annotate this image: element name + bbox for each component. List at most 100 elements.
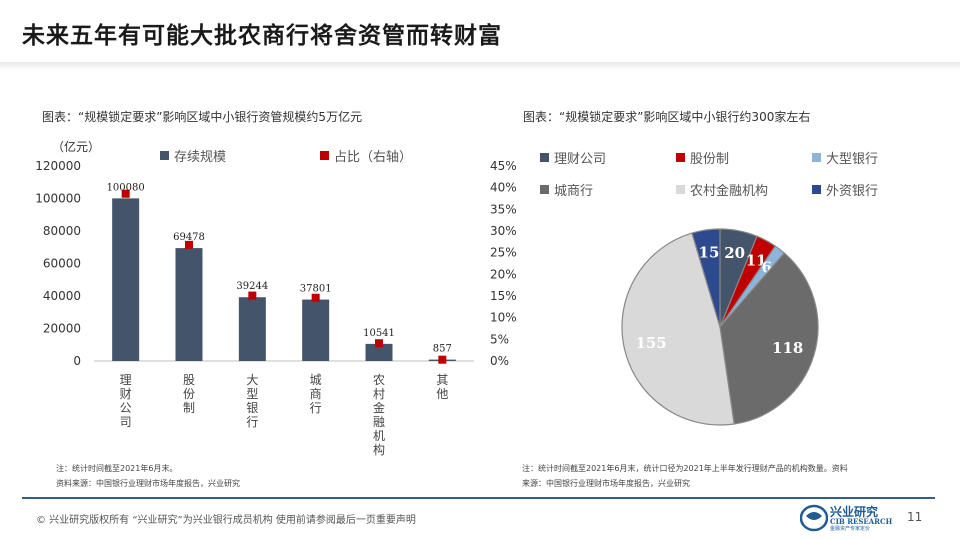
x-tick-label: 其: [436, 373, 448, 387]
page-title: 未来五年有可能大批农商行将舍资管而转财富: [22, 22, 502, 49]
x-tick-label: 融: [373, 415, 385, 429]
x-tick-label: 银: [246, 401, 258, 415]
x-tick-label: 型: [246, 387, 258, 401]
x-tick-label: 份: [183, 387, 195, 401]
data-label: 10541: [363, 328, 395, 339]
legend-swatch-bar: [160, 151, 169, 160]
pie-legend-label: 农村金融机构: [690, 184, 769, 199]
data-label: 100080: [107, 182, 145, 193]
left-notes: 注：统计时间截至2021年6月末。 资料来源：中国银行业理财市场年度报告，兴业研…: [56, 461, 240, 491]
y-tick-label: 20000: [43, 322, 81, 336]
ratio-marker: [185, 240, 193, 249]
y-tick-label: 120000: [35, 159, 81, 173]
pie-legend-swatch: [812, 153, 821, 162]
pie-legend-swatch: [540, 153, 549, 162]
right-notes: 注：统计时间截至2021年6月末，统计口径为2021年上半年发行理财产品的机构数…: [522, 461, 848, 491]
logo-text-en: CIB RESEARCH: [830, 517, 893, 526]
pie-legend-label: 外资银行: [826, 184, 879, 199]
bar: [238, 297, 266, 361]
footer-text: © 兴业研究版权所有 “兴业研究”为兴业银行成员机构 使用前请参阅最后一页重要声…: [36, 515, 416, 526]
pie-legend-swatch: [540, 185, 549, 194]
title-divider: [0, 62, 960, 70]
pie-legend-label: 大型银行: [826, 152, 879, 167]
logo-mark-icon: [800, 504, 828, 532]
ratio-marker: [311, 293, 320, 302]
pie-slice: [719, 252, 819, 425]
pie-data-label: 155: [635, 334, 666, 352]
x-tick-label: 农: [373, 373, 385, 387]
logo-text-cn: 兴业研究: [830, 505, 879, 519]
x-tick-label: 村: [373, 387, 385, 401]
logo-tagline: 金融资产专家定价: [830, 526, 871, 532]
x-tick-label: 构: [373, 442, 385, 457]
pie-data-label: 15: [699, 243, 720, 261]
legend-swatch-ratio: [320, 151, 329, 160]
ratio-marker: [121, 189, 130, 198]
bar: [175, 248, 203, 361]
x-tick-label: 行: [246, 415, 258, 429]
legend-label-bar: 存续规模: [174, 150, 227, 165]
y-tick-label: 0: [73, 354, 81, 368]
x-tick-label: 财: [120, 387, 132, 401]
pie-legend-swatch: [676, 153, 685, 162]
ratio-marker: [438, 355, 447, 364]
y2-tick-label: 25%: [490, 246, 517, 260]
y2-tick-label: 15%: [490, 289, 517, 303]
x-tick-label: 城: [310, 373, 322, 387]
pie-legend-item: 城商行: [540, 180, 593, 199]
bar: [112, 198, 140, 361]
x-tick-label: 股: [183, 373, 195, 387]
y2-tick-label: 0%: [490, 354, 509, 368]
x-tick-label: 行: [310, 401, 322, 415]
left-chart-unit: （亿元）: [52, 140, 101, 154]
data-label: 857: [433, 344, 452, 355]
y-tick-label: 100000: [35, 192, 81, 206]
pie-legend-label: 城商行: [554, 184, 594, 199]
y2-tick-label: 20%: [490, 267, 517, 281]
x-tick-label: 公: [120, 401, 132, 415]
pie-legend-item: 大型银行: [812, 148, 878, 167]
y2-tick-label: 30%: [490, 224, 517, 238]
left-chart-caption: 图表：“规模锁定要求”影响区域中小银行资管规模约5万亿元: [42, 110, 363, 124]
footer-divider: [22, 497, 935, 499]
y-tick-label: 80000: [43, 224, 81, 238]
data-label: 37801: [300, 284, 332, 295]
right-source-line: 来源：中国银行业理财市场年度报告，兴业研究: [522, 479, 690, 488]
y2-tick-label: 10%: [490, 311, 517, 325]
pie-data-label: 11: [746, 252, 767, 270]
y2-tick-label: 45%: [490, 159, 517, 173]
pie-chart: 20 116 118 155 15: [621, 228, 819, 426]
data-label: 39244: [236, 281, 268, 292]
pie-legend-item: 外资银行: [812, 180, 878, 199]
right-chart-caption: 图表：“规模锁定要求”影响区域中小银行约300家左右: [523, 110, 811, 124]
x-tick-label: 机: [373, 429, 385, 443]
pie-legend-item: 股份制: [676, 148, 729, 167]
x-tick-label: 大: [246, 373, 258, 387]
pie-legend-swatch: [812, 185, 821, 194]
pie-data-label: 6: [761, 258, 771, 276]
pie-legend-item: 理财公司: [540, 148, 606, 167]
bar: [365, 343, 393, 361]
cib-logo: 兴业研究 CIB RESEARCH 金融资产专家定价: [800, 503, 896, 533]
pie-data-label: 20: [724, 244, 745, 262]
pie-legend-label: 理财公司: [554, 152, 607, 167]
y2-tick-label: 40%: [490, 181, 517, 195]
x-tick-label: 他: [436, 387, 448, 401]
pie-legend-swatch: [676, 185, 685, 194]
x-tick-label: 商: [310, 386, 322, 401]
page-number: 11: [907, 510, 923, 524]
legend-item-ratio: 占比（右轴）: [320, 146, 412, 165]
pie-slice: [691, 228, 721, 328]
pie-legend-label: 股份制: [690, 152, 730, 167]
y-tick-label: 40000: [43, 289, 81, 303]
x-tick-label: 理: [120, 373, 132, 387]
pie-legend-item: 农村金融机构: [676, 180, 768, 199]
x-tick-label: 制: [183, 401, 195, 415]
legend-label-ratio: 占比（右轴）: [334, 150, 413, 165]
data-label: 69478: [173, 232, 205, 243]
y-tick-label: 60000: [43, 257, 81, 271]
x-tick-label: 司: [120, 415, 132, 429]
right-note-line: 注：统计时间截至2021年6月末，统计口径为2021年上半年发行理财产品的机构数…: [522, 464, 848, 473]
ratio-marker: [248, 291, 257, 300]
